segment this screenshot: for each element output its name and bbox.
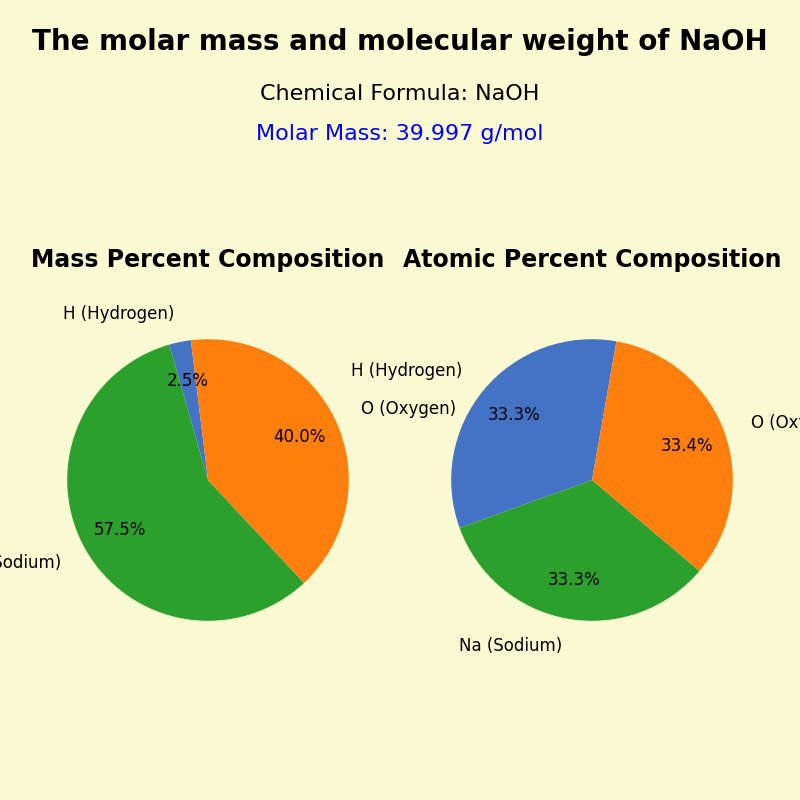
Text: Mass Percent Composition: Mass Percent Composition: [31, 248, 385, 272]
Text: 40.0%: 40.0%: [274, 428, 326, 446]
Text: O (Oxygen): O (Oxygen): [361, 399, 456, 418]
Text: 2.5%: 2.5%: [166, 372, 209, 390]
Text: 33.3%: 33.3%: [548, 570, 601, 589]
Text: 57.5%: 57.5%: [94, 521, 146, 539]
Wedge shape: [191, 339, 349, 583]
Text: Na (Sodium): Na (Sodium): [459, 638, 562, 655]
Text: Chemical Formula: NaOH: Chemical Formula: NaOH: [260, 84, 540, 104]
Text: 33.4%: 33.4%: [661, 437, 714, 454]
Text: H (Hydrogen): H (Hydrogen): [351, 362, 462, 380]
Wedge shape: [459, 480, 699, 621]
Wedge shape: [451, 339, 617, 528]
Text: H (Hydrogen): H (Hydrogen): [63, 306, 174, 323]
Text: Atomic Percent Composition: Atomic Percent Composition: [402, 248, 782, 272]
Text: 33.3%: 33.3%: [488, 406, 541, 424]
Wedge shape: [592, 342, 733, 571]
Wedge shape: [169, 340, 208, 480]
Text: Na (Sodium): Na (Sodium): [0, 554, 61, 572]
Text: The molar mass and molecular weight of NaOH: The molar mass and molecular weight of N…: [32, 28, 768, 56]
Text: O (Oxygen): O (Oxygen): [751, 414, 800, 431]
Wedge shape: [67, 345, 304, 621]
Text: Molar Mass: 39.997 g/mol: Molar Mass: 39.997 g/mol: [256, 124, 544, 144]
